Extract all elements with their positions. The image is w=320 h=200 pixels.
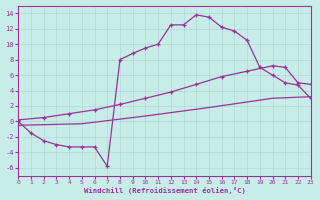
X-axis label: Windchill (Refroidissement éolien,°C): Windchill (Refroidissement éolien,°C) [84, 187, 245, 194]
